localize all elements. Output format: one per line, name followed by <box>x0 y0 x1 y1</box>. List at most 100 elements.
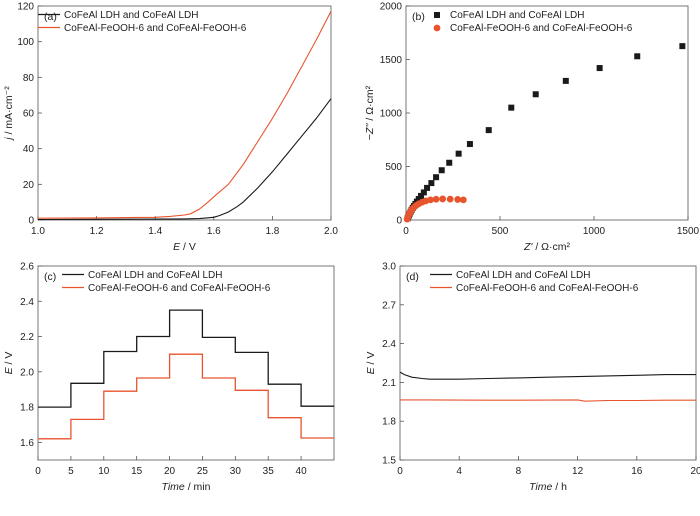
x-tick-label: 1.6 <box>207 226 221 237</box>
plot-frame <box>37 265 335 461</box>
legend-label: CoFeAl LDH and CoFeAl LDH <box>64 10 199 21</box>
x-tick-label: 1.2 <box>90 226 104 237</box>
y-axis-variable: E <box>365 366 377 374</box>
y-tick-label: 1.6 <box>20 438 34 449</box>
y-tick-label: 40 <box>23 144 35 155</box>
plot-frame <box>405 5 689 221</box>
data-point <box>427 196 434 204</box>
panel-label: (c) <box>44 271 56 283</box>
x-axis-unit: / h <box>552 481 567 493</box>
x-tick-label: 1.4 <box>148 226 162 237</box>
data-point <box>466 141 473 148</box>
y-axis-label: E / V <box>365 352 377 375</box>
data-point <box>438 167 445 174</box>
x-axis-variable: Z' <box>523 241 533 253</box>
y-tick-label: 2.2 <box>20 332 34 343</box>
x-tick-label: 5 <box>68 466 74 477</box>
panel-2: 0 5 10 15 20 25 30 35 40 1.6 1.8 2.0 2.2 2.4 2.6 Time /… <box>3 262 335 493</box>
data-point <box>433 174 440 181</box>
series-line <box>37 11 332 219</box>
y-axis-unit: / V <box>365 352 377 368</box>
x-tick-label: 35 <box>263 466 275 477</box>
x-tick-label: 20 <box>690 466 700 477</box>
y-tick-label: 1.8 <box>20 403 34 414</box>
x-tick-label: 0 <box>397 466 403 477</box>
y-tick-label: 20 <box>23 180 35 191</box>
y-tick-label: 2.4 <box>382 339 396 350</box>
y-axis-label: −Z'' / Ω·cm² <box>364 85 376 140</box>
data-point <box>455 150 462 157</box>
y-tick-label: 2.0 <box>20 367 34 378</box>
y-tick-label: 0 <box>396 216 402 227</box>
legend-label: CoFeAl LDH and CoFeAl LDH <box>456 270 591 281</box>
legend-label: CoFeAl-FeOOH-6 and CoFeAl-FeOOH-6 <box>88 283 271 294</box>
series-line <box>399 371 696 380</box>
y-tick-label: 2.4 <box>20 297 34 308</box>
y-tick-label: 80 <box>23 73 35 84</box>
x-axis-variable: Time <box>162 481 185 493</box>
data-point <box>508 104 515 111</box>
data-point <box>562 77 569 84</box>
legend-label: CoFeAl-FeOOH-6 and CoFeAl-FeOOH-6 <box>456 283 639 294</box>
legend-label: CoFeAl LDH and CoFeAl LDH <box>450 10 585 21</box>
plot-frame <box>37 5 332 221</box>
data-point <box>424 184 431 191</box>
data-point <box>418 192 425 199</box>
series-line <box>38 353 334 440</box>
legend-marker <box>434 12 440 18</box>
x-axis-variable: Time <box>529 481 552 493</box>
data-point <box>420 189 427 196</box>
data-point <box>679 43 686 50</box>
data-point <box>596 65 603 72</box>
x-tick-label: 0 <box>35 466 41 477</box>
y-tick-label: 2.6 <box>20 262 34 273</box>
x-tick-label: 25 <box>197 466 209 477</box>
x-axis-unit: / Ω·cm² <box>532 241 570 253</box>
y-axis-unit: / Ω·cm² <box>364 85 376 123</box>
x-axis-label: E / V <box>173 241 196 253</box>
x-tick-label: 10 <box>98 466 110 477</box>
data-point <box>634 53 641 60</box>
x-tick-label: 12 <box>572 466 584 477</box>
y-tick-label: 1.8 <box>382 417 396 428</box>
data-point <box>485 127 492 134</box>
x-tick-label: 1500 <box>677 226 700 237</box>
x-tick-label: 16 <box>631 466 643 477</box>
x-tick-label: 40 <box>296 466 308 477</box>
data-point <box>415 196 422 203</box>
y-axis-variable: j <box>3 137 15 142</box>
panel-label: (d) <box>406 271 419 283</box>
y-axis-label: E / V <box>3 352 15 375</box>
data-point <box>446 195 454 203</box>
x-tick-label: 30 <box>230 466 242 477</box>
y-axis-unit: / V <box>3 352 15 368</box>
x-tick-label: 1.8 <box>265 226 279 237</box>
legend-marker <box>433 24 441 32</box>
legend-label: CoFeAl-FeOOH-6 and CoFeAl-FeOOH-6 <box>64 23 247 34</box>
data-point <box>459 196 467 204</box>
y-tick-label: 100 <box>17 37 34 48</box>
x-tick-label: 8 <box>516 466 522 477</box>
legend-label: CoFeAl-FeOOH-6 and CoFeAl-FeOOH-6 <box>450 23 633 34</box>
x-axis-label: Z' / Ω·cm² <box>523 241 571 253</box>
x-tick-label: 15 <box>131 466 143 477</box>
x-tick-label: 1.0 <box>31 226 45 237</box>
series-line <box>37 98 332 221</box>
panel-0: 1.0 1.2 1.4 1.6 1.8 2.0 0 20 40 60 80 100 120 E / V j … <box>3 2 338 254</box>
y-tick-label: 1000 <box>380 109 403 120</box>
series-line <box>38 309 334 408</box>
y-axis-label: j / mA·cm⁻² <box>3 86 15 142</box>
y-axis-variable: E <box>3 366 15 374</box>
data-point <box>446 159 453 166</box>
y-axis-variable: −Z'' <box>364 123 376 141</box>
x-tick-label: 1000 <box>583 226 606 237</box>
y-tick-label: 60 <box>23 109 35 120</box>
x-axis-label: Time / min <box>162 481 211 493</box>
x-tick-label: 500 <box>492 226 509 237</box>
x-axis-unit: / min <box>185 481 211 493</box>
series-line <box>400 399 696 402</box>
y-tick-label: 3.0 <box>382 262 396 273</box>
legend-label: CoFeAl LDH and CoFeAl LDH <box>88 270 223 281</box>
